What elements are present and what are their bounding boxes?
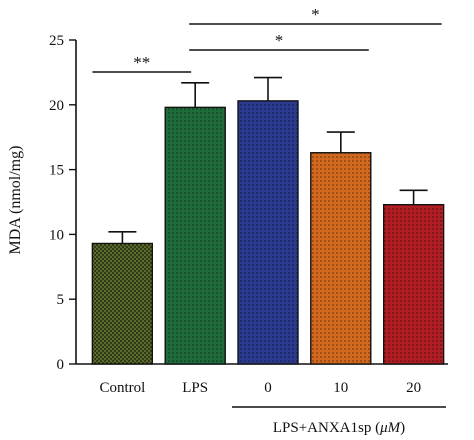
- y-tick-label: 20: [49, 98, 64, 114]
- significance-label: *: [275, 31, 284, 50]
- group-label-suffix: ): [400, 420, 405, 436]
- error-bars: [108, 76, 428, 244]
- bars: [91, 100, 445, 365]
- bar-texture: [310, 152, 372, 365]
- x-tick-label: 10: [333, 380, 348, 396]
- y-tick-label: 25: [49, 33, 64, 49]
- x-tick-label: LPS: [182, 380, 208, 396]
- bar-texture: [383, 203, 445, 365]
- bar-texture: [164, 106, 226, 365]
- x-tick-label: Control: [99, 380, 145, 396]
- y-tick-label: 0: [57, 357, 65, 373]
- x-tick-label: 20: [406, 380, 421, 396]
- significance-label: **: [133, 53, 150, 72]
- group-label-unit-m: M: [387, 420, 402, 436]
- y-tick-label: 15: [49, 163, 64, 179]
- group-label-unit-mu: μ: [379, 420, 388, 436]
- x-axis: Control LPS 0 10 20: [76, 363, 448, 396]
- y-tick-label: 10: [49, 227, 64, 243]
- group-label: LPS+ANXA1sp (μM): [273, 420, 405, 436]
- bar-texture: [91, 242, 154, 365]
- significance-brackets: ****: [92, 5, 442, 73]
- group-label-prefix: LPS+ANXA1sp (: [273, 420, 380, 436]
- x-tick-label: 0: [264, 380, 272, 396]
- y-axis-label: MDA (nmol/mg): [7, 146, 24, 255]
- bar-texture: [237, 100, 299, 365]
- y-tick-label: 5: [57, 292, 65, 308]
- significance-label: *: [311, 5, 320, 24]
- y-axis: 0 5 10 15 20 25: [49, 33, 77, 373]
